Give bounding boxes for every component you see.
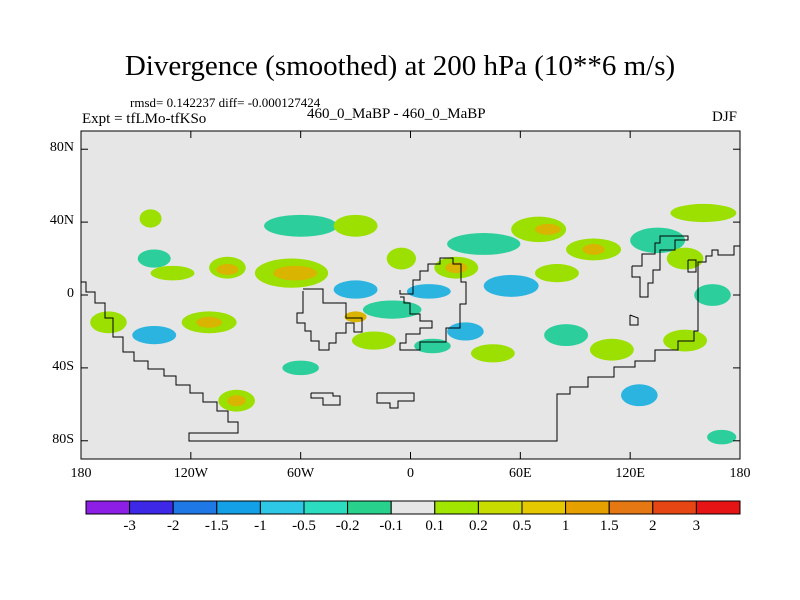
colorbar-label: 0.5 — [512, 518, 532, 534]
divergence-contour — [470, 344, 515, 363]
colorbar-label: 1 — [561, 518, 570, 534]
divergence-contour — [344, 311, 367, 323]
colorbar-swatch — [390, 500, 436, 515]
coastline-antarctic-island — [310, 392, 341, 406]
divergence-contour — [227, 395, 246, 407]
divergence-contour — [621, 384, 658, 407]
x-tick-label: 60E — [509, 466, 532, 481]
colorbar-swatch — [477, 500, 523, 515]
colorbar-swatch — [259, 500, 305, 515]
experiment-label: Expt = tfLMo-tfKSo — [82, 111, 207, 127]
y-tick-label: 0 — [67, 286, 74, 301]
divergence-contour — [333, 214, 378, 237]
colorbar-swatch — [652, 500, 697, 515]
colorbar-swatch — [434, 500, 479, 515]
coastline-east-asia — [631, 235, 689, 298]
divergence-contour — [150, 265, 195, 281]
y-tick-label: 40S — [52, 358, 74, 374]
colorbar-label: -0.2 — [335, 518, 360, 534]
divergence-contour — [196, 316, 222, 328]
colorbar-label: 0.2 — [469, 518, 488, 534]
colorbar-swatch — [129, 500, 174, 515]
divergence-contour — [483, 274, 539, 297]
divergence-contour — [694, 284, 731, 306]
divergence-contour — [666, 247, 704, 270]
divergence-contour — [544, 324, 589, 347]
divergence-contour — [447, 233, 521, 255]
colorbar-swatch — [347, 500, 392, 515]
coastline-south-america — [296, 288, 363, 351]
divergence-contour — [273, 265, 318, 281]
divergence-contour — [447, 322, 484, 341]
runs-label: 460_0_MaBP - 460_0_MaBP — [307, 106, 486, 122]
divergence-contour — [137, 249, 171, 268]
colorbar-label: -0.1 — [379, 518, 404, 534]
divergence-contour — [445, 262, 468, 274]
divergence-contour — [90, 311, 127, 334]
colorbar-swatch — [608, 500, 654, 515]
x-tick-label: 180 — [70, 466, 92, 481]
colorbar-label: -2 — [166, 518, 180, 534]
divergence-contour — [534, 223, 561, 235]
colorbar-swatch — [172, 500, 218, 515]
coastline-south-island — [376, 392, 415, 409]
x-tick-label: 0 — [407, 466, 414, 481]
colorbar-swatch — [521, 500, 567, 515]
divergence-contour — [707, 429, 737, 445]
colorbar-label: 3 — [692, 518, 701, 534]
colorbar-label: -1 — [254, 518, 267, 534]
divergence-contour — [333, 280, 378, 299]
x-tick-label: 120W — [173, 466, 208, 481]
divergence-contour — [406, 284, 451, 299]
coastline-africa — [399, 257, 467, 351]
colorbar-label: -1.5 — [204, 518, 229, 534]
colorbar-label: 2 — [649, 518, 657, 534]
y-tick-label: 80N — [49, 140, 74, 156]
colorbar-swatch — [216, 500, 261, 515]
colorbar-label: 0.1 — [425, 518, 445, 534]
divergence-contour — [630, 227, 686, 254]
x-tick-label: 180 — [729, 466, 751, 481]
divergence-contour — [282, 360, 319, 376]
colorbar-label: -3 — [123, 518, 136, 534]
divergence-contour — [351, 331, 396, 350]
season-label: DJF — [712, 109, 738, 125]
y-tick-label: 80S — [52, 431, 74, 447]
chart-title: Divergence (smoothed) at 200 hPa (10**6 … — [124, 50, 676, 82]
stats-text: rmsd= 0.142237 diff= -0.000127424 — [130, 95, 321, 110]
colorbar-swatch — [695, 500, 741, 515]
divergence-contour — [582, 243, 605, 255]
divergence-contour — [386, 247, 416, 270]
x-tick-label: 120E — [615, 466, 645, 481]
divergence-contour — [132, 325, 177, 345]
divergence-contour — [362, 300, 422, 319]
divergence-contour — [216, 264, 239, 275]
coastline-americas — [80, 245, 740, 442]
x-tick-label: 60W — [287, 466, 315, 481]
colorbar-label: -0.5 — [292, 518, 316, 534]
colorbar-swatch — [303, 500, 349, 515]
colorbar-label: 1.5 — [599, 518, 619, 534]
divergence-contour — [589, 338, 634, 361]
divergence-contour — [139, 209, 162, 228]
divergence-contour — [534, 264, 579, 283]
divergence-contour — [264, 214, 338, 237]
colorbar-swatch — [85, 500, 131, 515]
coastline-pacific-island — [687, 259, 697, 273]
coastline-indonesia — [629, 314, 639, 326]
colorbar-swatch — [565, 500, 610, 515]
y-tick-label: 40N — [49, 213, 74, 229]
divergence-contour — [670, 203, 737, 223]
